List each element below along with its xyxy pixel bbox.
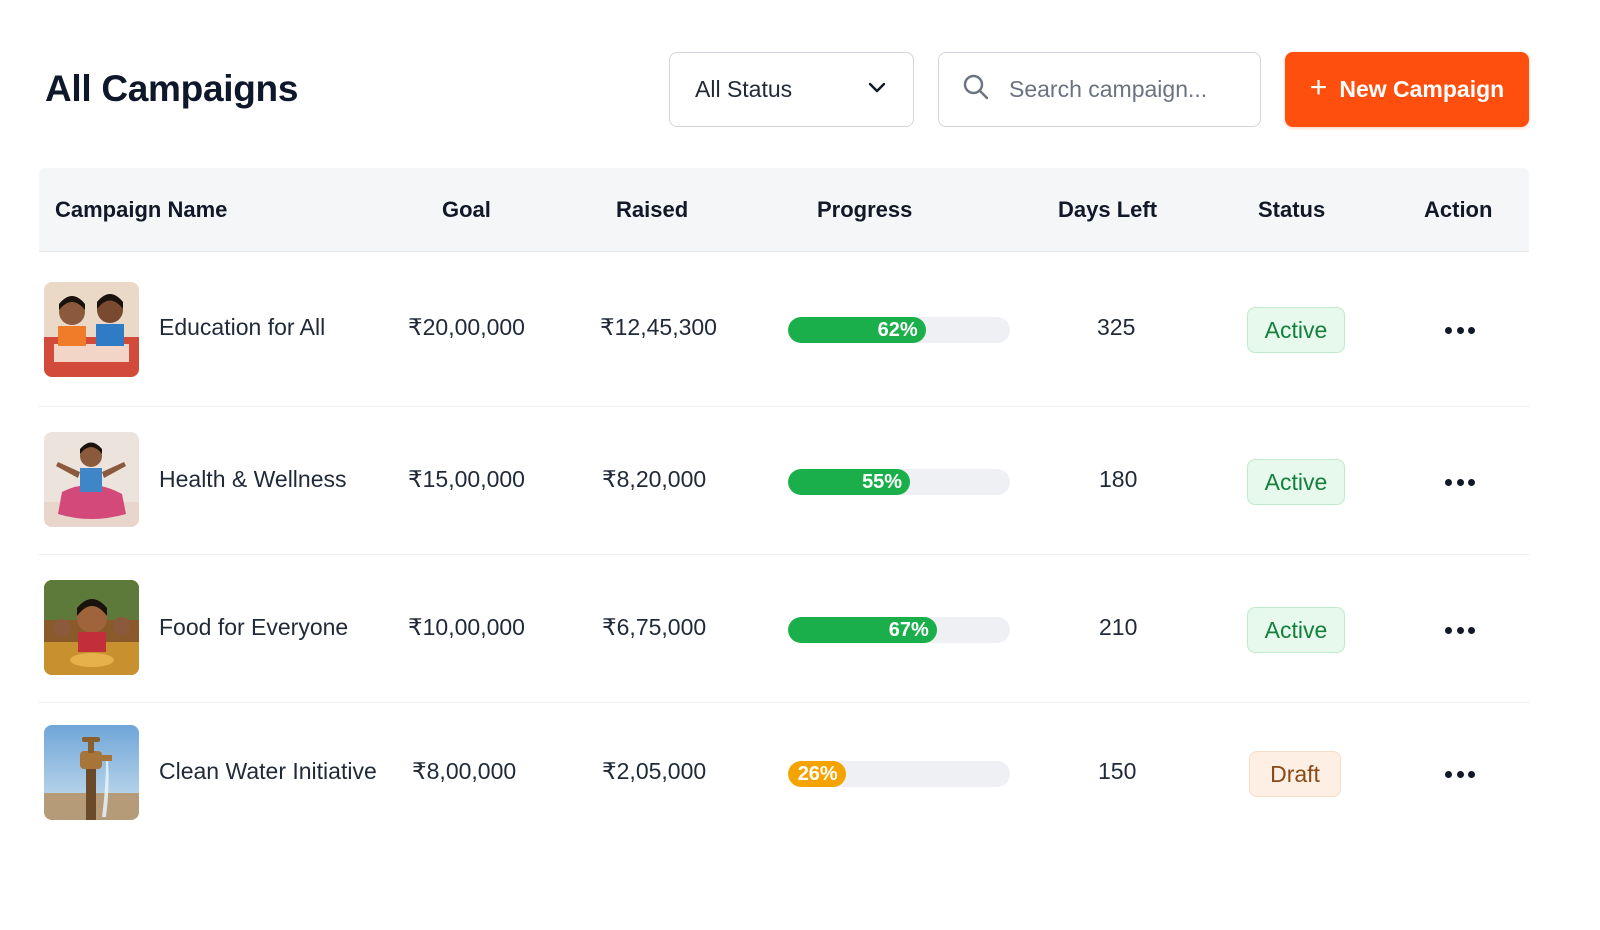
progress-fill: 62%: [788, 317, 926, 343]
campaign-thumbnail: [44, 282, 139, 377]
campaign-name[interactable]: Education for All: [159, 314, 326, 340]
status-badge: Active: [1247, 307, 1345, 353]
table-row[interactable]: Food for Everyone ₹10,00,000 ₹6,75,000 6…: [39, 555, 1529, 703]
campaign-thumbnail: [44, 432, 139, 527]
progress-label: 67%: [888, 618, 929, 641]
campaign-raised: ₹2,05,000: [602, 758, 707, 784]
status-badge: Draft: [1249, 751, 1341, 797]
progress-label: 62%: [877, 318, 918, 341]
campaign-thumbnail: [44, 580, 139, 675]
progress-label: 55%: [862, 470, 903, 493]
table-row[interactable]: Clean Water Initiative ₹8,00,000 ₹2,05,0…: [39, 703, 1529, 843]
new-campaign-label: New Campaign: [1339, 76, 1505, 102]
more-actions-icon[interactable]: [1437, 467, 1483, 497]
chevron-down-icon: [865, 75, 889, 104]
status-badge: Active: [1247, 607, 1345, 653]
search-icon: [961, 72, 991, 107]
days-left: 150: [1098, 758, 1137, 784]
status-badge: Active: [1247, 459, 1345, 505]
more-actions-icon[interactable]: [1437, 615, 1483, 645]
days-left: 325: [1097, 314, 1136, 340]
progress-bar: 67%: [788, 617, 1010, 643]
column-header-progress[interactable]: Progress: [817, 197, 913, 222]
progress-fill: 26%: [788, 761, 846, 787]
campaign-goal: ₹15,00,000: [408, 466, 525, 492]
progress-label: 26%: [797, 762, 838, 785]
column-header-days-left[interactable]: Days Left: [1058, 197, 1158, 222]
search-box[interactable]: [938, 52, 1261, 127]
more-actions-icon[interactable]: [1437, 759, 1483, 789]
column-header-status[interactable]: Status: [1258, 197, 1326, 222]
campaign-goal: ₹10,00,000: [408, 614, 525, 640]
table-header: Campaign Name Goal Raised Progress Days …: [39, 168, 1529, 252]
campaign-name[interactable]: Food for Everyone: [159, 614, 349, 640]
campaign-name[interactable]: Clean Water Initiative: [159, 758, 377, 784]
new-campaign-button[interactable]: + New Campaign: [1285, 52, 1529, 127]
progress-bar: 62%: [788, 317, 1010, 343]
campaign-raised: ₹12,45,300: [600, 314, 717, 340]
progress-fill: 55%: [788, 469, 911, 495]
page-title: All Campaigns: [45, 68, 299, 109]
column-header-goal[interactable]: Goal: [442, 197, 491, 222]
days-left: 210: [1099, 614, 1138, 640]
campaign-goal: ₹8,00,000: [412, 758, 517, 784]
progress-fill: 67%: [788, 617, 937, 643]
campaign-raised: ₹8,20,000: [602, 466, 707, 492]
search-input[interactable]: [1009, 76, 1239, 103]
column-header-action: Action: [1424, 197, 1493, 222]
campaign-name[interactable]: Health & Wellness: [159, 466, 347, 492]
column-header-campaign-name[interactable]: Campaign Name: [55, 197, 228, 222]
progress-bar: 55%: [788, 469, 1010, 495]
progress-bar: 26%: [788, 761, 1010, 787]
campaign-goal: ₹20,00,000: [408, 314, 525, 340]
table-row[interactable]: Health & Wellness ₹15,00,000 ₹8,20,000 5…: [39, 407, 1529, 555]
more-actions-icon[interactable]: [1437, 315, 1483, 345]
campaign-thumbnail: [44, 725, 139, 820]
status-filter-dropdown[interactable]: All Status: [669, 52, 914, 127]
campaign-raised: ₹6,75,000: [602, 614, 707, 640]
days-left: 180: [1099, 466, 1138, 492]
status-filter-value: All Status: [695, 76, 793, 102]
table-row[interactable]: Education for All ₹20,00,000 ₹12,45,300 …: [39, 252, 1529, 407]
plus-icon: +: [1309, 71, 1328, 104]
column-header-raised[interactable]: Raised: [616, 197, 689, 222]
campaigns-table: Campaign Name Goal Raised Progress Days …: [39, 168, 1529, 843]
